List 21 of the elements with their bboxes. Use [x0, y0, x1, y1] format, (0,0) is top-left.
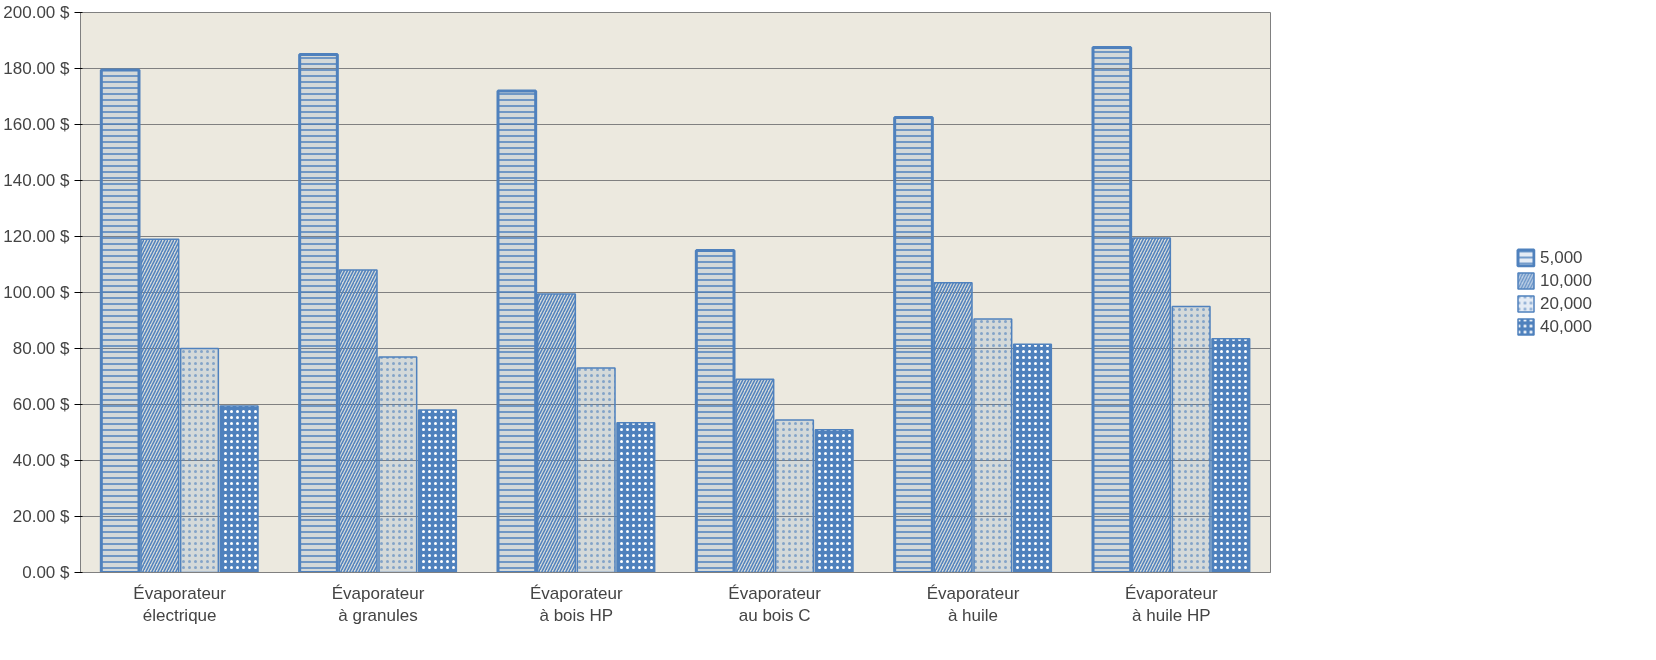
- x-tick-label: Évaporateur à bois HP: [530, 583, 623, 626]
- y-tick-label: 160.00 $: [3, 115, 71, 134]
- y-tick-label: 20.00 $: [12, 507, 71, 526]
- y-tick-label: 200.00 $: [3, 3, 71, 22]
- x-tick-label: Évaporateur à granules: [331, 583, 425, 626]
- y-tick-label: 140.00 $: [3, 171, 71, 190]
- x-tick-label: Évaporateur au bois C: [728, 583, 822, 626]
- legend-label: 10,000: [1540, 270, 1592, 291]
- y-tick-label: 60.00 $: [12, 395, 71, 414]
- y-tick-label: 100.00 $: [3, 283, 71, 302]
- x-tick-label: Évaporateur à huile: [926, 583, 1020, 626]
- y-tick-label: 40.00 $: [12, 451, 71, 470]
- y-tick-label: 80.00 $: [12, 339, 71, 358]
- x-tick-label: Évaporateur à huile HP: [1125, 583, 1218, 626]
- legend-label: 5,000: [1540, 247, 1583, 268]
- x-tick-label: Évaporateur électrique: [133, 583, 227, 626]
- y-tick-label: 0.00 $: [22, 563, 71, 582]
- y-tick-label: 120.00 $: [3, 227, 71, 246]
- y-tick-label: 180.00 $: [3, 59, 71, 78]
- legend-label: 40,000: [1540, 316, 1592, 337]
- legend-label: 20,000: [1540, 293, 1592, 314]
